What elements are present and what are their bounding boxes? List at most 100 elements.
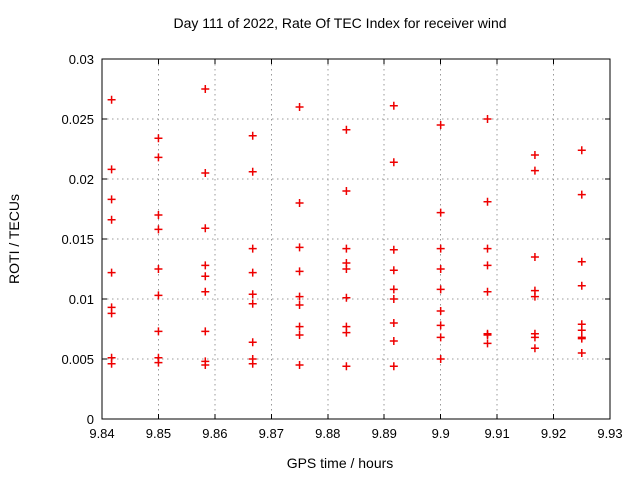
data-point-marker bbox=[107, 309, 116, 318]
data-point-marker bbox=[201, 272, 210, 281]
data-point-marker bbox=[107, 95, 116, 104]
data-point-marker bbox=[295, 361, 304, 369]
data-point-marker bbox=[342, 265, 351, 273]
x-tick-label: 9.9 bbox=[431, 426, 450, 441]
data-point-marker bbox=[389, 319, 398, 327]
y-tick-label: 0 bbox=[86, 412, 94, 427]
data-point-marker bbox=[201, 361, 210, 369]
data-point-marker bbox=[530, 344, 539, 353]
data-point-marker bbox=[295, 331, 304, 339]
data-point-marker bbox=[530, 253, 539, 261]
data-point-marker bbox=[577, 190, 586, 199]
data-point-marker bbox=[436, 355, 445, 363]
data-point-marker bbox=[342, 328, 351, 337]
data-point-marker bbox=[248, 244, 257, 253]
data-point-marker bbox=[389, 245, 398, 254]
data-point-marker bbox=[436, 333, 445, 342]
data-point-marker bbox=[154, 225, 163, 234]
data-point-marker bbox=[342, 293, 351, 302]
data-point-marker bbox=[107, 195, 116, 204]
data-point-marker bbox=[389, 337, 398, 345]
y-tick-label: 0.015 bbox=[61, 232, 94, 247]
data-point-marker bbox=[436, 208, 445, 217]
x-tick-label: 9.86 bbox=[202, 426, 228, 441]
data-point-marker bbox=[342, 244, 351, 253]
y-tick-label: 0.03 bbox=[68, 52, 94, 67]
data-point-marker bbox=[201, 169, 210, 177]
data-point-marker bbox=[154, 134, 163, 143]
data-point-marker bbox=[154, 291, 163, 300]
data-point-marker bbox=[436, 265, 445, 273]
data-point-marker bbox=[577, 281, 586, 290]
chart-title: Day 111 of 2022, Rate Of TEC Index for r… bbox=[173, 15, 507, 31]
x-axis-label: GPS time / hours bbox=[286, 455, 394, 471]
data-point-marker bbox=[530, 151, 539, 159]
y-tick-label: 0.025 bbox=[61, 112, 94, 127]
data-point-marker bbox=[295, 199, 304, 207]
data-point-marker bbox=[201, 287, 210, 296]
data-point-marker bbox=[577, 146, 586, 155]
data-point-marker bbox=[483, 197, 492, 206]
data-point-marker bbox=[530, 333, 539, 342]
data-point-marker bbox=[483, 331, 492, 339]
data-point-marker bbox=[248, 290, 257, 299]
data-point-marker bbox=[436, 307, 445, 315]
data-point-marker bbox=[201, 85, 210, 93]
data-point-marker bbox=[483, 339, 492, 348]
data-point-marker bbox=[389, 158, 398, 167]
data-point-marker bbox=[389, 295, 398, 303]
y-tick-label: 0.02 bbox=[68, 172, 94, 187]
x-tick-label: 9.85 bbox=[145, 426, 172, 441]
data-point-marker bbox=[436, 244, 445, 253]
data-point-marker bbox=[154, 358, 163, 367]
x-tick-label: 9.93 bbox=[597, 426, 623, 441]
data-point-marker bbox=[389, 285, 398, 294]
data-point-marker bbox=[342, 187, 351, 195]
data-point-marker bbox=[577, 326, 586, 335]
data-point-marker bbox=[530, 166, 539, 175]
plot-border bbox=[101, 58, 611, 420]
data-point-marker bbox=[436, 321, 445, 330]
data-point-marker bbox=[248, 299, 257, 308]
data-point-marker bbox=[107, 165, 116, 174]
x-tick-label: 9.84 bbox=[89, 426, 115, 441]
y-tick-label: 0.01 bbox=[68, 292, 94, 307]
data-point-marker bbox=[577, 334, 586, 343]
data-point-marker bbox=[201, 224, 210, 233]
data-point-marker bbox=[295, 301, 304, 309]
x-tick-label: 9.88 bbox=[315, 426, 341, 441]
y-tick-label: 0.005 bbox=[61, 352, 94, 367]
x-tick-label: 9.87 bbox=[258, 426, 284, 441]
data-point-marker bbox=[483, 244, 492, 253]
data-point-marker bbox=[295, 292, 304, 301]
data-point-marker bbox=[248, 131, 257, 140]
data-point-marker bbox=[342, 362, 351, 371]
data-point-marker bbox=[295, 322, 304, 331]
data-point-marker bbox=[248, 338, 257, 347]
data-point-marker bbox=[107, 215, 116, 224]
x-tick-label: 9.89 bbox=[371, 426, 397, 441]
data-point-marker bbox=[389, 101, 398, 110]
data-point-marker bbox=[154, 211, 163, 219]
data-point-marker bbox=[295, 103, 304, 111]
data-point-marker bbox=[530, 292, 539, 301]
data-point-marker bbox=[483, 261, 492, 270]
data-point-marker bbox=[154, 153, 163, 162]
data-point-marker bbox=[389, 362, 398, 371]
data-point-marker bbox=[436, 285, 445, 294]
data-point-marker bbox=[295, 243, 304, 252]
data-point-marker bbox=[577, 257, 586, 266]
x-tick-label: 9.92 bbox=[540, 426, 567, 441]
x-tick-label: 9.91 bbox=[484, 426, 510, 441]
data-point-marker bbox=[154, 327, 163, 336]
data-point-marker bbox=[577, 349, 586, 357]
data-point-marker bbox=[389, 266, 398, 275]
data-point-marker bbox=[201, 327, 210, 336]
data-point-marker bbox=[248, 167, 257, 176]
data-point-marker bbox=[248, 359, 257, 368]
data-point-marker bbox=[107, 359, 116, 368]
data-point-marker bbox=[342, 125, 351, 134]
data-point-marker bbox=[483, 287, 492, 296]
